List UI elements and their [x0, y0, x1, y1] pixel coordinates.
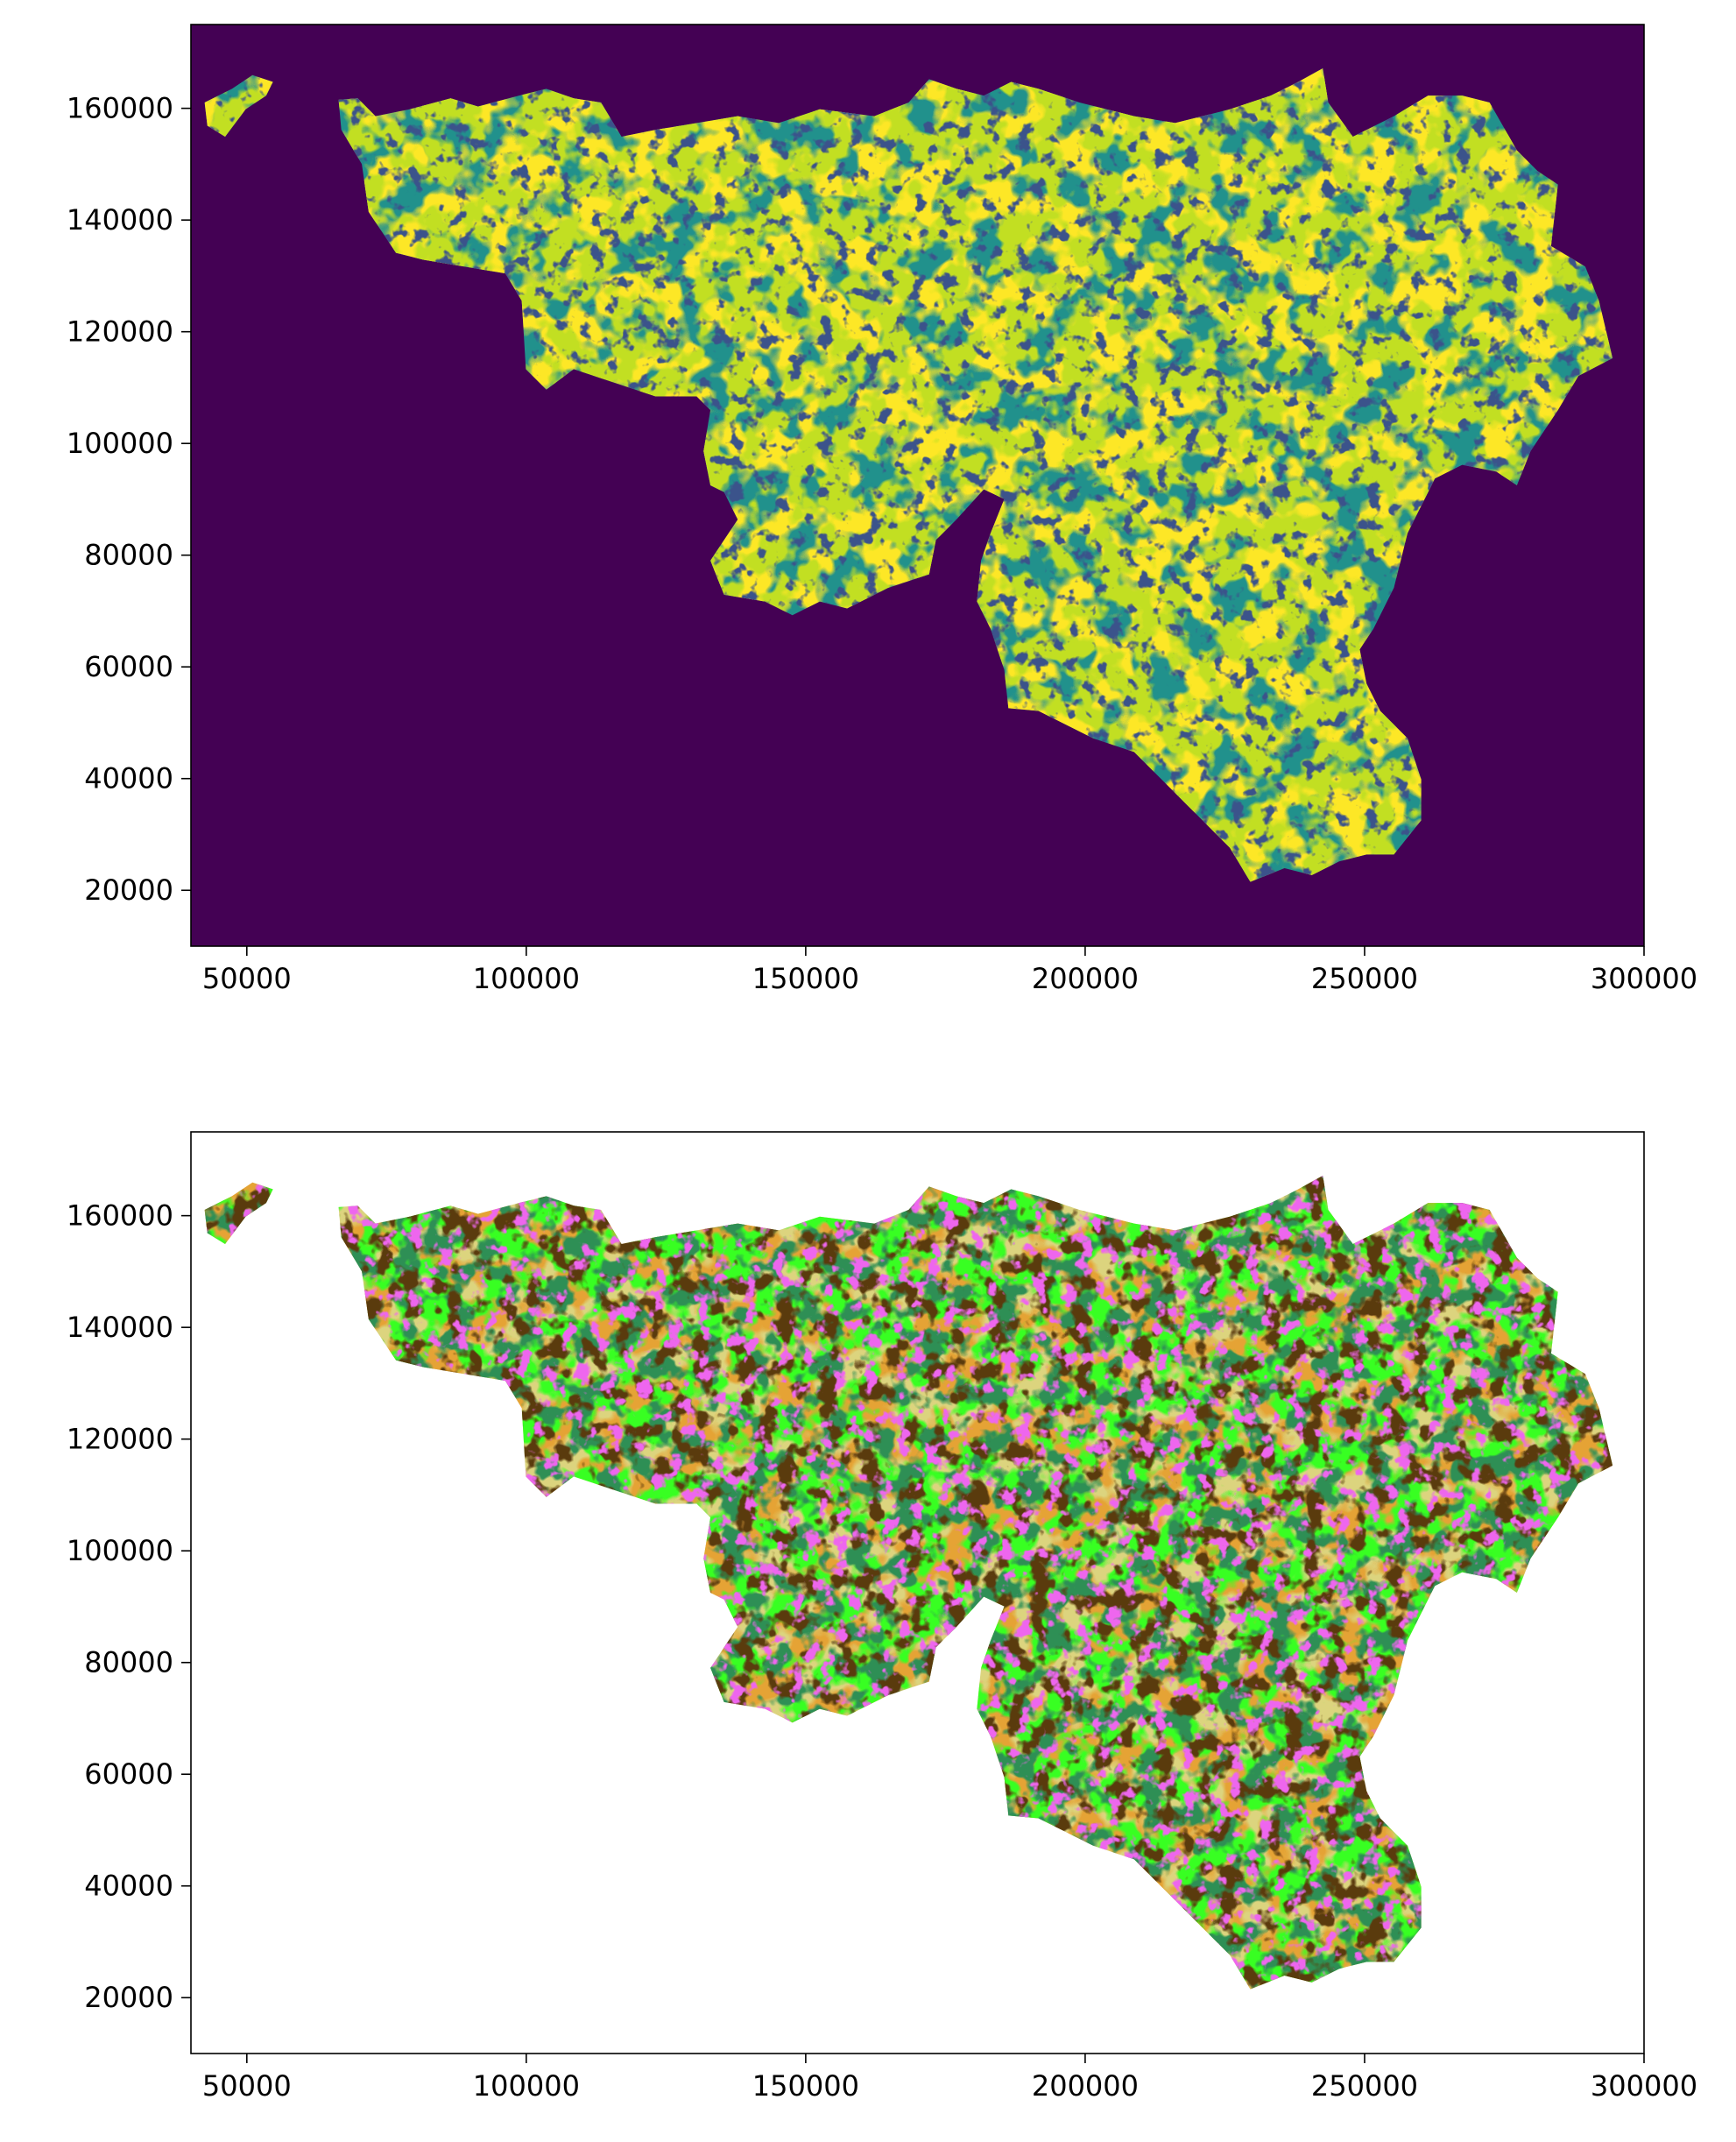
y-tick-label: 160000: [67, 92, 173, 125]
x-tick-label: 150000: [752, 2069, 859, 2103]
x-tick-label: 250000: [1311, 962, 1418, 995]
y-tick-label: 120000: [67, 315, 173, 349]
y-tick-label: 140000: [67, 1311, 173, 1344]
y-tick-label: 60000: [84, 650, 173, 683]
x-tick-label: 300000: [1591, 962, 1697, 995]
y-tick-label: 60000: [84, 1757, 173, 1791]
y-tick-label: 100000: [67, 427, 173, 460]
y-tick-label: 160000: [67, 1199, 173, 1233]
y-tick-label: 20000: [84, 1981, 173, 2014]
x-tick-label: 250000: [1311, 2069, 1418, 2103]
y-tick-label: 100000: [67, 1534, 173, 1567]
axes-frame: [190, 1131, 1645, 2054]
x-tick-label: 50000: [202, 962, 292, 995]
axes-frame: [190, 24, 1645, 947]
y-tick-label: 80000: [84, 539, 173, 572]
y-tick-label: 80000: [84, 1646, 173, 1679]
y-tick-label: 120000: [67, 1423, 173, 1456]
y-tick-label: 140000: [67, 203, 173, 237]
x-tick-label: 200000: [1032, 2069, 1139, 2103]
y-tick-label: 40000: [84, 1870, 173, 1903]
x-tick-label: 100000: [473, 962, 580, 995]
x-tick-label: 300000: [1591, 2069, 1697, 2103]
y-tick-label: 40000: [84, 762, 173, 795]
x-tick-label: 200000: [1032, 962, 1139, 995]
y-tick-label: 20000: [84, 873, 173, 907]
x-tick-label: 150000: [752, 962, 859, 995]
x-tick-label: 100000: [473, 2069, 580, 2103]
x-tick-label: 50000: [202, 2069, 292, 2103]
